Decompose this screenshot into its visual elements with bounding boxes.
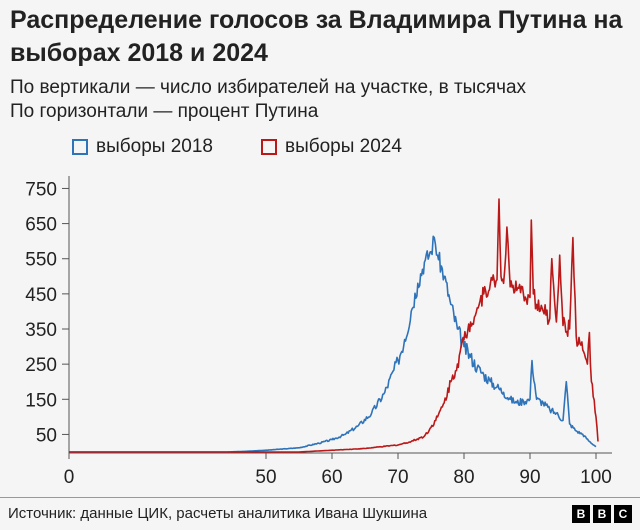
x-tick-label: 50 xyxy=(255,467,276,488)
subtitle-horizontal: По горизонтали — процент Путина xyxy=(10,101,319,122)
logo-c: C xyxy=(614,505,632,523)
x-tick-label: 70 xyxy=(387,467,408,488)
x-tick-label: 100 xyxy=(580,467,612,488)
legend-item-2018: выборы 2018 xyxy=(72,136,213,158)
y-tick-label: 350 xyxy=(25,320,57,341)
legend-label-2018: выборы 2018 xyxy=(96,136,213,157)
series-line-2024 xyxy=(69,198,599,453)
x-tick-label: 80 xyxy=(453,467,474,488)
y-tick-label: 650 xyxy=(25,215,57,236)
chart-plot: 750 650 550 450 350 250 150 50 0 50 60 70 80 90 100 xyxy=(25,176,612,488)
source-note: Источник: данные ЦИК, расчеты аналитика … xyxy=(8,505,428,522)
legend: выборы 2018 выборы 2024 xyxy=(72,136,402,158)
y-tick-label: 150 xyxy=(25,390,57,411)
chart-title: Распределение голосов за Владимира Путин… xyxy=(10,6,623,67)
subtitle-vertical: По вертикали — число избирателей на учас… xyxy=(10,77,527,98)
y-tick-label: 750 xyxy=(25,179,57,200)
x-tick-label: 0 xyxy=(64,467,75,488)
x-tick-label: 90 xyxy=(519,467,540,488)
footer: Источник: данные ЦИК, расчеты аналитика … xyxy=(0,497,640,530)
y-tick-label: 550 xyxy=(25,250,57,271)
legend-swatch-2018 xyxy=(72,139,88,155)
y-tick-label: 50 xyxy=(36,425,57,446)
logo-b1: B xyxy=(572,505,590,523)
logo-b2: B xyxy=(593,505,611,523)
x-tick-label: 60 xyxy=(321,467,342,488)
y-tick-label: 250 xyxy=(25,355,57,376)
legend-item-2024: выборы 2024 xyxy=(260,136,402,158)
series-line-2018 xyxy=(69,235,597,453)
y-tick-label: 450 xyxy=(25,285,57,306)
legend-label-2024: выборы 2024 xyxy=(284,136,402,157)
legend-swatch-2024 xyxy=(260,139,277,155)
